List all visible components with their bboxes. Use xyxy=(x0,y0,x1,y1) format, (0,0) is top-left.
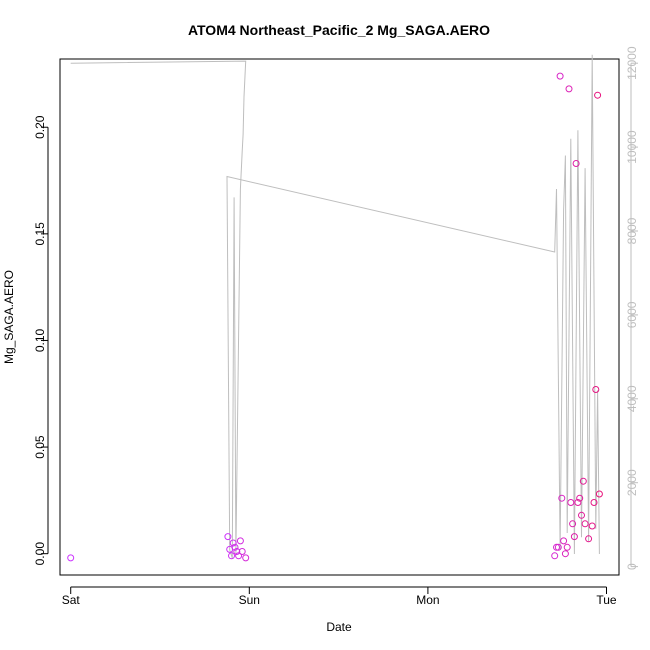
series-line xyxy=(70,54,600,559)
data-layer xyxy=(67,54,603,562)
data-point xyxy=(569,520,577,528)
y2-tick-label: 8000 xyxy=(625,217,639,244)
data-point xyxy=(574,499,582,506)
y2-tick-label: 4000 xyxy=(625,385,639,412)
y2-tick-label: 2000 xyxy=(625,469,639,496)
data-point xyxy=(231,543,239,551)
x-tick-label: Mon xyxy=(416,593,439,607)
y2-tick-label: 6000 xyxy=(625,301,639,328)
data-point xyxy=(572,160,580,167)
data-point xyxy=(595,490,603,498)
data-point xyxy=(576,494,584,502)
data-point xyxy=(558,494,566,502)
x-tick-label: Sat xyxy=(62,593,81,607)
y-axis-right: 0 2000 4000 6000 8000 10000 12000 xyxy=(625,46,639,570)
y-axis-label: Mg_SAGA.AERO xyxy=(2,270,16,364)
x-axis: Sat Sun Mon Tue xyxy=(62,586,617,607)
x-axis-label: Date xyxy=(326,620,352,634)
y-tick-label: 0.05 xyxy=(33,435,47,459)
data-point xyxy=(560,537,568,545)
y-tick-label: 0.10 xyxy=(33,328,47,352)
data-point xyxy=(67,554,75,562)
chart-title: ATOM4 Northeast_Pacific_2 Mg_SAGA.AERO xyxy=(188,22,490,38)
data-point xyxy=(554,543,562,551)
data-point xyxy=(588,522,596,530)
data-point xyxy=(551,552,559,560)
data-point xyxy=(556,72,564,80)
data-point xyxy=(242,554,250,562)
data-point xyxy=(579,477,587,485)
y-axis-left: 0.00 0.05 0.10 0.15 0.20 xyxy=(33,115,49,566)
data-point xyxy=(563,543,571,551)
y-tick-label: 0.00 xyxy=(33,542,47,566)
data-point xyxy=(570,533,578,541)
data-point xyxy=(229,539,237,547)
plot-frame xyxy=(59,58,620,576)
x-tick-label: Tue xyxy=(596,593,617,607)
data-point xyxy=(238,548,246,555)
data-point xyxy=(585,535,593,543)
y2-tick-label: 10000 xyxy=(625,130,639,164)
data-point xyxy=(594,91,602,99)
data-point xyxy=(561,550,569,558)
x-tick-label: Sun xyxy=(239,593,260,607)
data-point xyxy=(233,548,241,555)
y2-tick-label: 12000 xyxy=(625,46,639,80)
data-point xyxy=(590,499,598,506)
data-point xyxy=(236,537,244,545)
data-point xyxy=(228,552,235,560)
data-point xyxy=(565,85,573,93)
data-point xyxy=(224,533,232,541)
data-point xyxy=(567,499,575,506)
y-tick-label: 0.20 xyxy=(33,115,47,139)
data-point xyxy=(235,552,243,560)
data-point xyxy=(578,511,585,519)
y-tick-label: 0.15 xyxy=(33,222,47,246)
data-point xyxy=(592,386,600,393)
data-point xyxy=(581,520,589,528)
y2-tick-label: 0 xyxy=(625,563,639,570)
